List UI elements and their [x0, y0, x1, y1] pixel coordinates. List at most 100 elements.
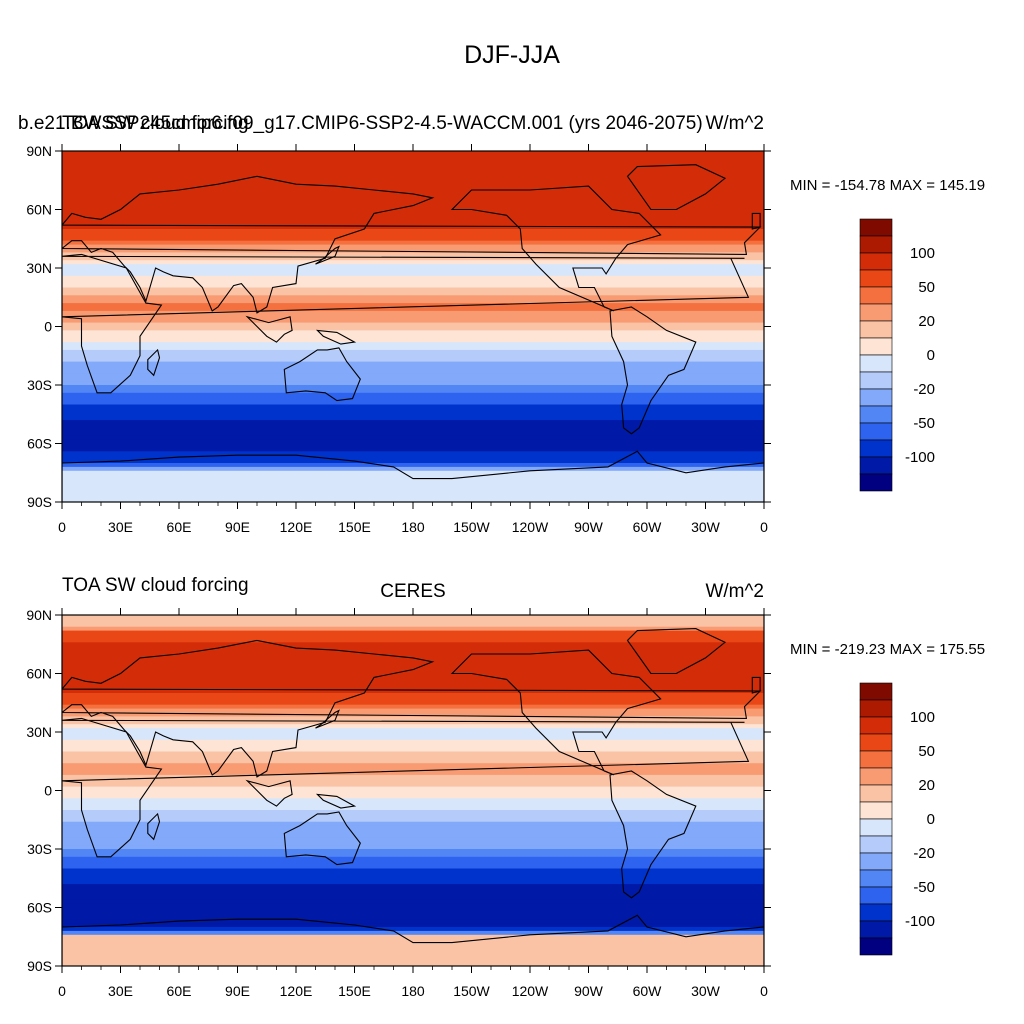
field-band	[62, 880, 764, 885]
x-tick-label: 0	[760, 519, 768, 535]
panel-center-title: b.e21.BWSSP245cmip6.f09_g17.CMIP6-SSP2-4…	[18, 113, 703, 134]
field-band	[62, 673, 764, 678]
x-tick-label: 60W	[633, 519, 663, 535]
continent-outline	[62, 914, 764, 966]
field-band	[62, 229, 764, 234]
field-band	[62, 408, 764, 413]
field-band	[62, 696, 764, 702]
field-band	[62, 451, 764, 456]
field-band	[62, 439, 764, 445]
x-tick-label: 90E	[225, 983, 250, 999]
field-band	[62, 771, 764, 776]
field-band	[62, 938, 764, 944]
field-band	[62, 958, 764, 963]
field-band	[62, 930, 764, 936]
field-band	[62, 669, 764, 675]
colorbar-swatch	[859, 218, 893, 237]
field-band	[62, 283, 764, 289]
colorbar-swatch	[859, 886, 893, 905]
field-band	[62, 689, 764, 694]
continent-outline	[450, 185, 662, 312]
colorbar-swatch	[859, 937, 893, 956]
x-tick-label: 30W	[691, 519, 721, 535]
field-band	[62, 268, 764, 273]
field-band	[62, 303, 764, 308]
field-band	[62, 388, 764, 394]
land-outlines	[62, 628, 764, 966]
field-band	[62, 677, 764, 682]
field-band	[62, 728, 764, 733]
panel-left-title: TOA SW cloud forcing	[62, 113, 249, 134]
y-tick-label: 30S	[27, 377, 52, 393]
field-band	[62, 170, 764, 175]
continent-outline	[245, 779, 293, 807]
colorbar-swatch	[859, 303, 893, 322]
field-band	[62, 310, 764, 316]
field-band	[62, 373, 764, 378]
field-band	[62, 895, 764, 901]
continent-outline	[751, 212, 761, 230]
field-band	[62, 841, 764, 846]
field-band	[62, 182, 764, 187]
field-band	[62, 724, 764, 729]
field-band	[62, 326, 764, 331]
field-band	[62, 720, 764, 725]
colorbar-swatch	[859, 320, 893, 339]
field-band	[62, 342, 764, 347]
field-band	[62, 927, 764, 932]
x-tick-label: 0	[58, 519, 66, 535]
x-tick-label: 120E	[280, 983, 313, 999]
y-tick-label: 60N	[26, 666, 52, 682]
colorbar-tick-label: 20	[918, 313, 935, 330]
field-band	[62, 845, 764, 850]
field-band	[62, 330, 764, 335]
field-band	[62, 813, 764, 819]
colorbar-swatch	[859, 716, 893, 735]
field-band	[62, 650, 764, 655]
x-tick-label: 150E	[338, 519, 371, 535]
x-tick-label: 150E	[338, 983, 371, 999]
colorbar-swatch	[859, 235, 893, 254]
y-axis: 90N 60N 30N 0 30S 60S 90S	[26, 607, 771, 974]
field-band	[62, 416, 764, 421]
continent-outline	[62, 450, 764, 502]
field-band	[62, 213, 764, 218]
field-band	[62, 751, 764, 756]
field-band	[62, 275, 764, 281]
continent-outline	[315, 793, 357, 809]
colorbar-swatch	[859, 422, 893, 441]
x-tick-label: 90W	[574, 983, 604, 999]
field-band	[62, 404, 764, 409]
field-band	[62, 891, 764, 897]
colorbar-swatch	[859, 388, 893, 407]
field-band	[62, 334, 764, 339]
field-band	[62, 346, 764, 351]
field-band	[62, 486, 764, 491]
field-band	[62, 463, 764, 468]
field-band	[62, 400, 764, 406]
continent-outline	[315, 709, 340, 729]
field-band	[62, 860, 764, 866]
x-tick-label: 90W	[574, 519, 604, 535]
colorbar-swatch	[859, 750, 893, 769]
field-band	[62, 197, 764, 203]
field-band	[62, 774, 764, 780]
field-band	[62, 778, 764, 784]
field-band	[62, 934, 764, 940]
cloud-forcing-field	[62, 615, 764, 966]
field-band	[62, 174, 764, 179]
field-band	[62, 911, 764, 916]
x-tick-label: 180	[401, 983, 425, 999]
panel-left-title: TOA SW cloud forcing	[62, 575, 249, 596]
field-band	[62, 322, 764, 328]
x-axis: 0 30E 60E 90E 120E 150E 180 150W 120W 90W 60W 30W 0	[58, 144, 768, 535]
colorbar-tick-label: 0	[927, 811, 935, 828]
colorbar: 100 50 20 0 -20 -50 -100	[859, 218, 935, 492]
figure-title: DJF-JJA	[464, 41, 560, 69]
continent-outline	[609, 306, 697, 435]
field-band	[62, 923, 764, 928]
field-band	[62, 849, 764, 854]
field-band	[62, 743, 764, 749]
colorbar-swatch	[859, 354, 893, 373]
field-band	[62, 459, 764, 464]
